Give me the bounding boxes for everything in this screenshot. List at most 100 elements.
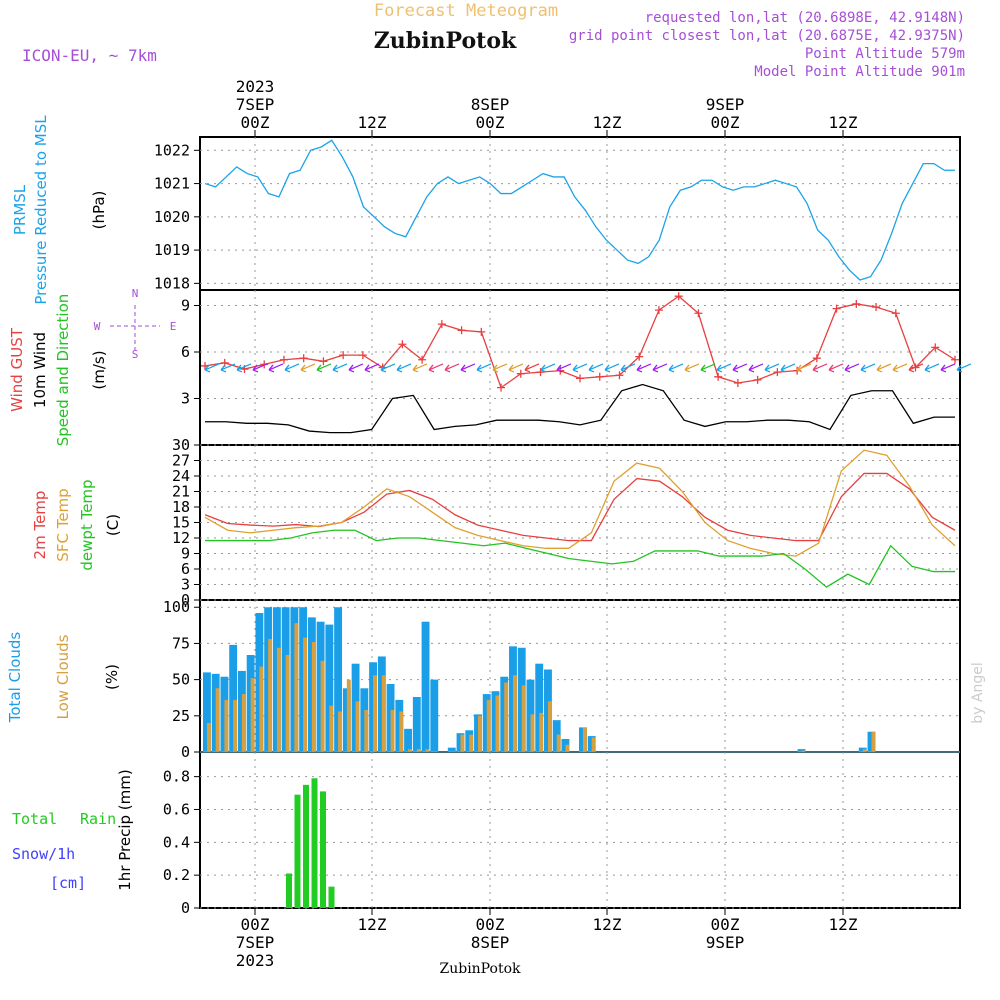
wind-arrow-34 — [748, 363, 764, 373]
label-2m-temp: 2m Temp — [31, 491, 49, 560]
bottom-tick-label-5: 12Z — [829, 915, 858, 934]
cloud-low-bar — [582, 727, 587, 752]
ytick-label-c-0: 0 — [181, 743, 190, 761]
cloud-total-bar — [334, 607, 343, 752]
compass-w: W — [94, 320, 101, 333]
wind-arrow-24 — [588, 363, 604, 373]
label-cm: [cm] — [50, 874, 86, 892]
wind-arrow-4 — [268, 363, 284, 373]
label-prmsl: PRMSL — [11, 184, 29, 235]
gust-marker — [852, 299, 861, 308]
wind-arrow-20 — [524, 363, 540, 373]
header-model-alt: Model Point Altitude 901m — [754, 64, 965, 80]
cloud-low-bar — [425, 749, 430, 752]
label-wind-speed-dir: Speed and Direction — [54, 294, 72, 447]
ytick-label-r-2: 0.4 — [163, 833, 190, 851]
wind-arrow-32 — [716, 363, 732, 373]
top-tick-label-2: 00Z — [476, 113, 505, 132]
wind-arrow-35 — [764, 363, 780, 373]
wind-arrow-42 — [876, 363, 892, 373]
ytick-label-t-10: 30 — [172, 436, 190, 454]
gust-marker — [773, 368, 782, 377]
ytick-label-t-3: 9 — [181, 545, 190, 563]
ytick-label-p-3: 1021 — [154, 175, 190, 193]
cloud-low-bar — [565, 744, 570, 752]
wind-arrow-43 — [892, 363, 908, 373]
wind-arrow-18 — [492, 363, 508, 373]
ytick-label-t-5: 15 — [172, 514, 190, 532]
cloud-low-bar — [285, 655, 290, 752]
label-snow: Snow/1h — [12, 845, 75, 863]
gust-marker — [714, 372, 723, 381]
gust-marker — [832, 304, 841, 313]
cloud-total-bar — [535, 663, 544, 752]
label-rain: Rain — [80, 810, 116, 828]
cloud-low-bar — [364, 710, 369, 752]
ytick-label-t-6: 18 — [172, 498, 190, 516]
rain-bar — [311, 778, 318, 908]
footer-location: ZubinPotok — [439, 961, 521, 977]
gust-line — [204, 295, 956, 389]
header-requested: requested lon,lat (20.6898E, 42.9148N) — [645, 10, 965, 26]
wind-arrow-8 — [332, 363, 348, 373]
cloud-low-bar — [416, 749, 421, 752]
gust-marker — [635, 352, 644, 361]
wind-arrow-23 — [572, 363, 588, 373]
cloud-low-bar — [390, 710, 395, 752]
compass-cross — [110, 305, 160, 350]
cloud-low-bar — [338, 711, 343, 752]
gust-marker — [477, 327, 486, 336]
bottom-date-1: 8SEP — [471, 933, 510, 952]
compass-n: N — [132, 287, 139, 300]
cloud-low-bar — [862, 749, 867, 752]
wind-arrow-11 — [380, 363, 396, 373]
ytick-label-w-1: 6 — [181, 343, 190, 361]
gust-marker — [753, 375, 762, 384]
wind-arrow-37 — [796, 363, 812, 373]
bottom-date-2: 9SEP — [706, 933, 745, 952]
wind-arrow-40 — [844, 363, 860, 373]
cloud-low-bar — [320, 660, 325, 752]
wind-arrow-25 — [604, 363, 620, 373]
label-total: Total — [12, 810, 57, 828]
cloud-low-bar — [801, 750, 806, 752]
top-tick-label-4: 00Z — [711, 113, 740, 132]
ytick-label-r-4: 0.8 — [163, 768, 190, 786]
rain-bar — [286, 873, 292, 908]
cloud-low-bar — [224, 699, 229, 752]
gust-marker — [516, 369, 525, 378]
gust-marker — [812, 354, 821, 363]
cloud-low-bar — [556, 734, 561, 752]
rain-bar — [303, 784, 309, 908]
label-c: (C) — [104, 514, 122, 536]
ytick-label-w-0: 3 — [181, 390, 190, 408]
cloud-low-bar — [530, 714, 535, 752]
pressure-line — [204, 139, 955, 281]
label-10m-wind: 10m Wind — [31, 332, 49, 408]
cloud-low-bar — [303, 637, 308, 752]
wind-arrow-27 — [636, 363, 652, 373]
gust-marker — [437, 320, 446, 329]
ytick-label-t-1: 3 — [181, 576, 190, 594]
label-total-clouds: Total Clouds — [6, 632, 24, 724]
label-sfc-temp: SFC Temp — [54, 488, 72, 561]
gust-marker — [951, 355, 959, 364]
cloud-low-bar — [495, 695, 500, 752]
wind-arrow-29 — [668, 363, 684, 373]
cloud-low-bar — [346, 679, 351, 752]
wind-arrow-15 — [444, 363, 460, 373]
wind-arrow-16 — [460, 363, 476, 373]
header-closest: grid point closest lon,lat (20.6875E, 42… — [569, 28, 965, 44]
cloud-low-bar — [294, 623, 299, 752]
ytick-label-t-8: 24 — [172, 467, 190, 485]
top-tick-label-3: 12Z — [593, 113, 622, 132]
cloud-low-bar — [233, 699, 238, 752]
wind-arrow-9 — [348, 363, 364, 373]
temp-line-sfc — [204, 449, 956, 557]
header-location: ZubinPotok — [374, 28, 517, 54]
bottom-year: 2023 — [236, 951, 275, 970]
gust-marker — [457, 326, 466, 335]
wind-arrow-3 — [252, 363, 268, 373]
ytick-label-t-2: 6 — [181, 560, 190, 578]
